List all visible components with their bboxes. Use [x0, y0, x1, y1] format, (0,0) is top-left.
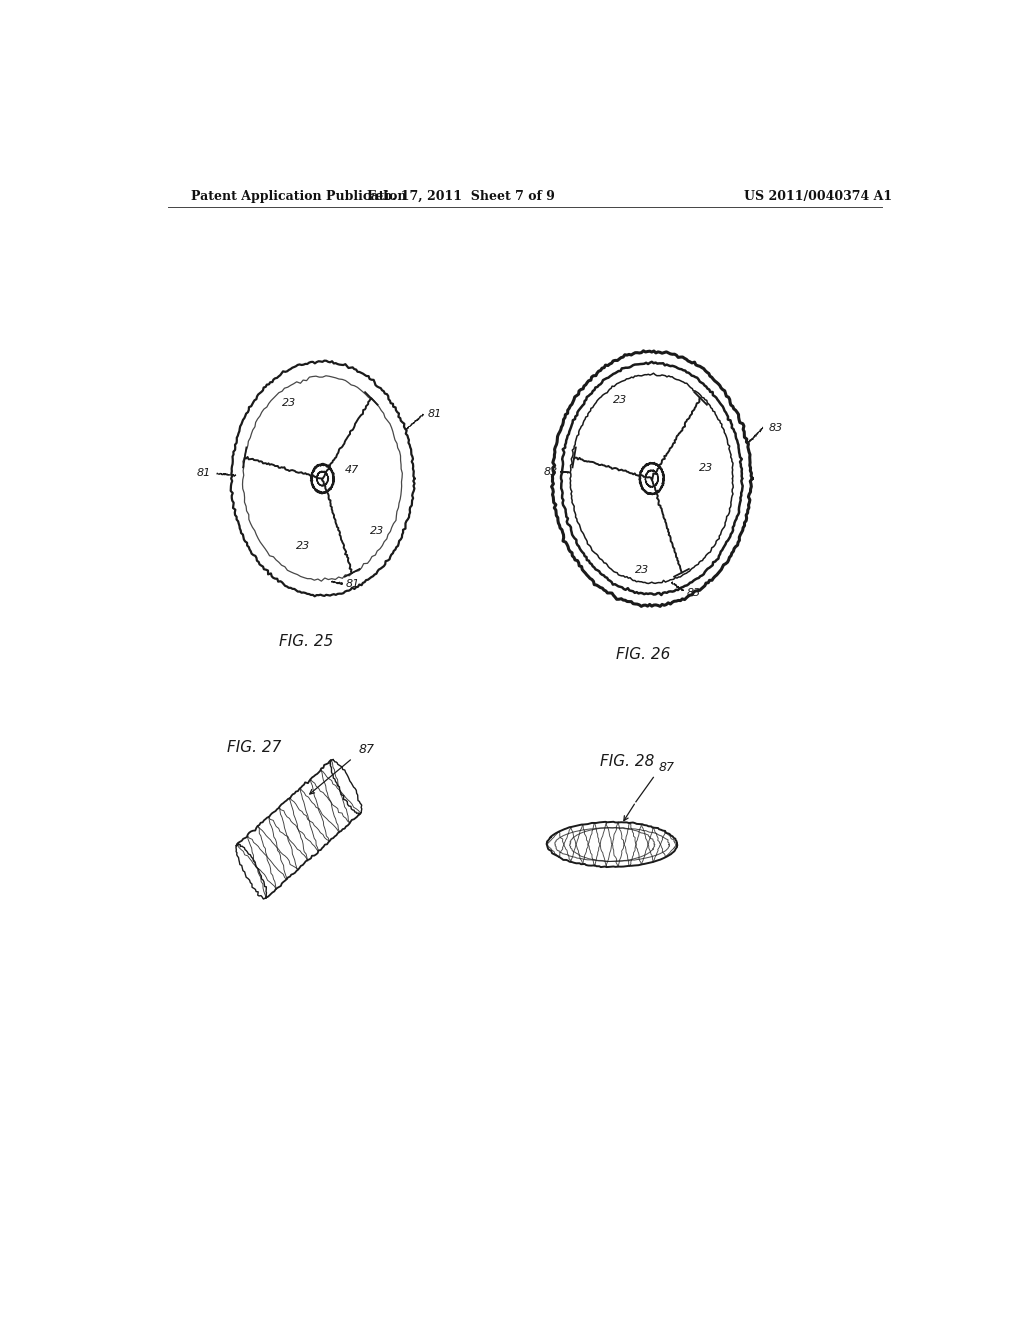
- Text: 23: 23: [635, 565, 649, 576]
- Text: FIG. 28: FIG. 28: [600, 754, 654, 768]
- Text: 23: 23: [282, 397, 296, 408]
- Text: FIG. 26: FIG. 26: [616, 647, 671, 661]
- Text: 23: 23: [296, 541, 309, 552]
- Text: 83: 83: [544, 467, 557, 478]
- Text: 81: 81: [197, 469, 211, 478]
- Text: 81: 81: [345, 578, 359, 589]
- Text: 81: 81: [428, 409, 442, 420]
- Text: 23: 23: [370, 527, 384, 536]
- Text: FIG. 27: FIG. 27: [227, 741, 282, 755]
- Text: Patent Application Publication: Patent Application Publication: [191, 190, 407, 202]
- Text: 83: 83: [686, 587, 700, 598]
- Text: FIG. 25: FIG. 25: [279, 634, 333, 648]
- Text: 47: 47: [345, 466, 358, 475]
- Text: Feb. 17, 2011  Sheet 7 of 9: Feb. 17, 2011 Sheet 7 of 9: [368, 190, 555, 202]
- Text: 23: 23: [699, 463, 714, 474]
- Text: 83: 83: [768, 422, 782, 433]
- Text: 87: 87: [358, 743, 374, 756]
- Text: 87: 87: [658, 762, 674, 775]
- Text: 23: 23: [613, 395, 627, 405]
- Text: US 2011/0040374 A1: US 2011/0040374 A1: [744, 190, 893, 202]
